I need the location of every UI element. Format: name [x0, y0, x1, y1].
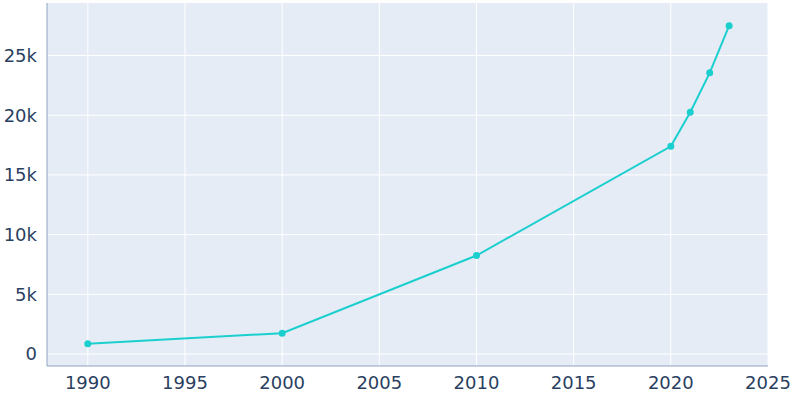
svg-text:5k: 5k: [15, 284, 37, 305]
svg-text:2025: 2025: [745, 372, 791, 393]
svg-text:0: 0: [26, 343, 37, 364]
svg-text:15k: 15k: [8, 164, 38, 185]
svg-text:20k: 20k: [8, 105, 38, 126]
svg-text:2000: 2000: [259, 372, 305, 393]
svg-text:2010: 2010: [454, 372, 500, 393]
svg-text:2005: 2005: [356, 372, 402, 393]
svg-text:2015: 2015: [551, 372, 597, 393]
svg-text:1995: 1995: [162, 372, 208, 393]
svg-text:1990: 1990: [65, 372, 111, 393]
svg-text:10k: 10k: [8, 224, 38, 245]
svg-text:25k: 25k: [8, 45, 38, 66]
svg-text:2020: 2020: [648, 372, 694, 393]
